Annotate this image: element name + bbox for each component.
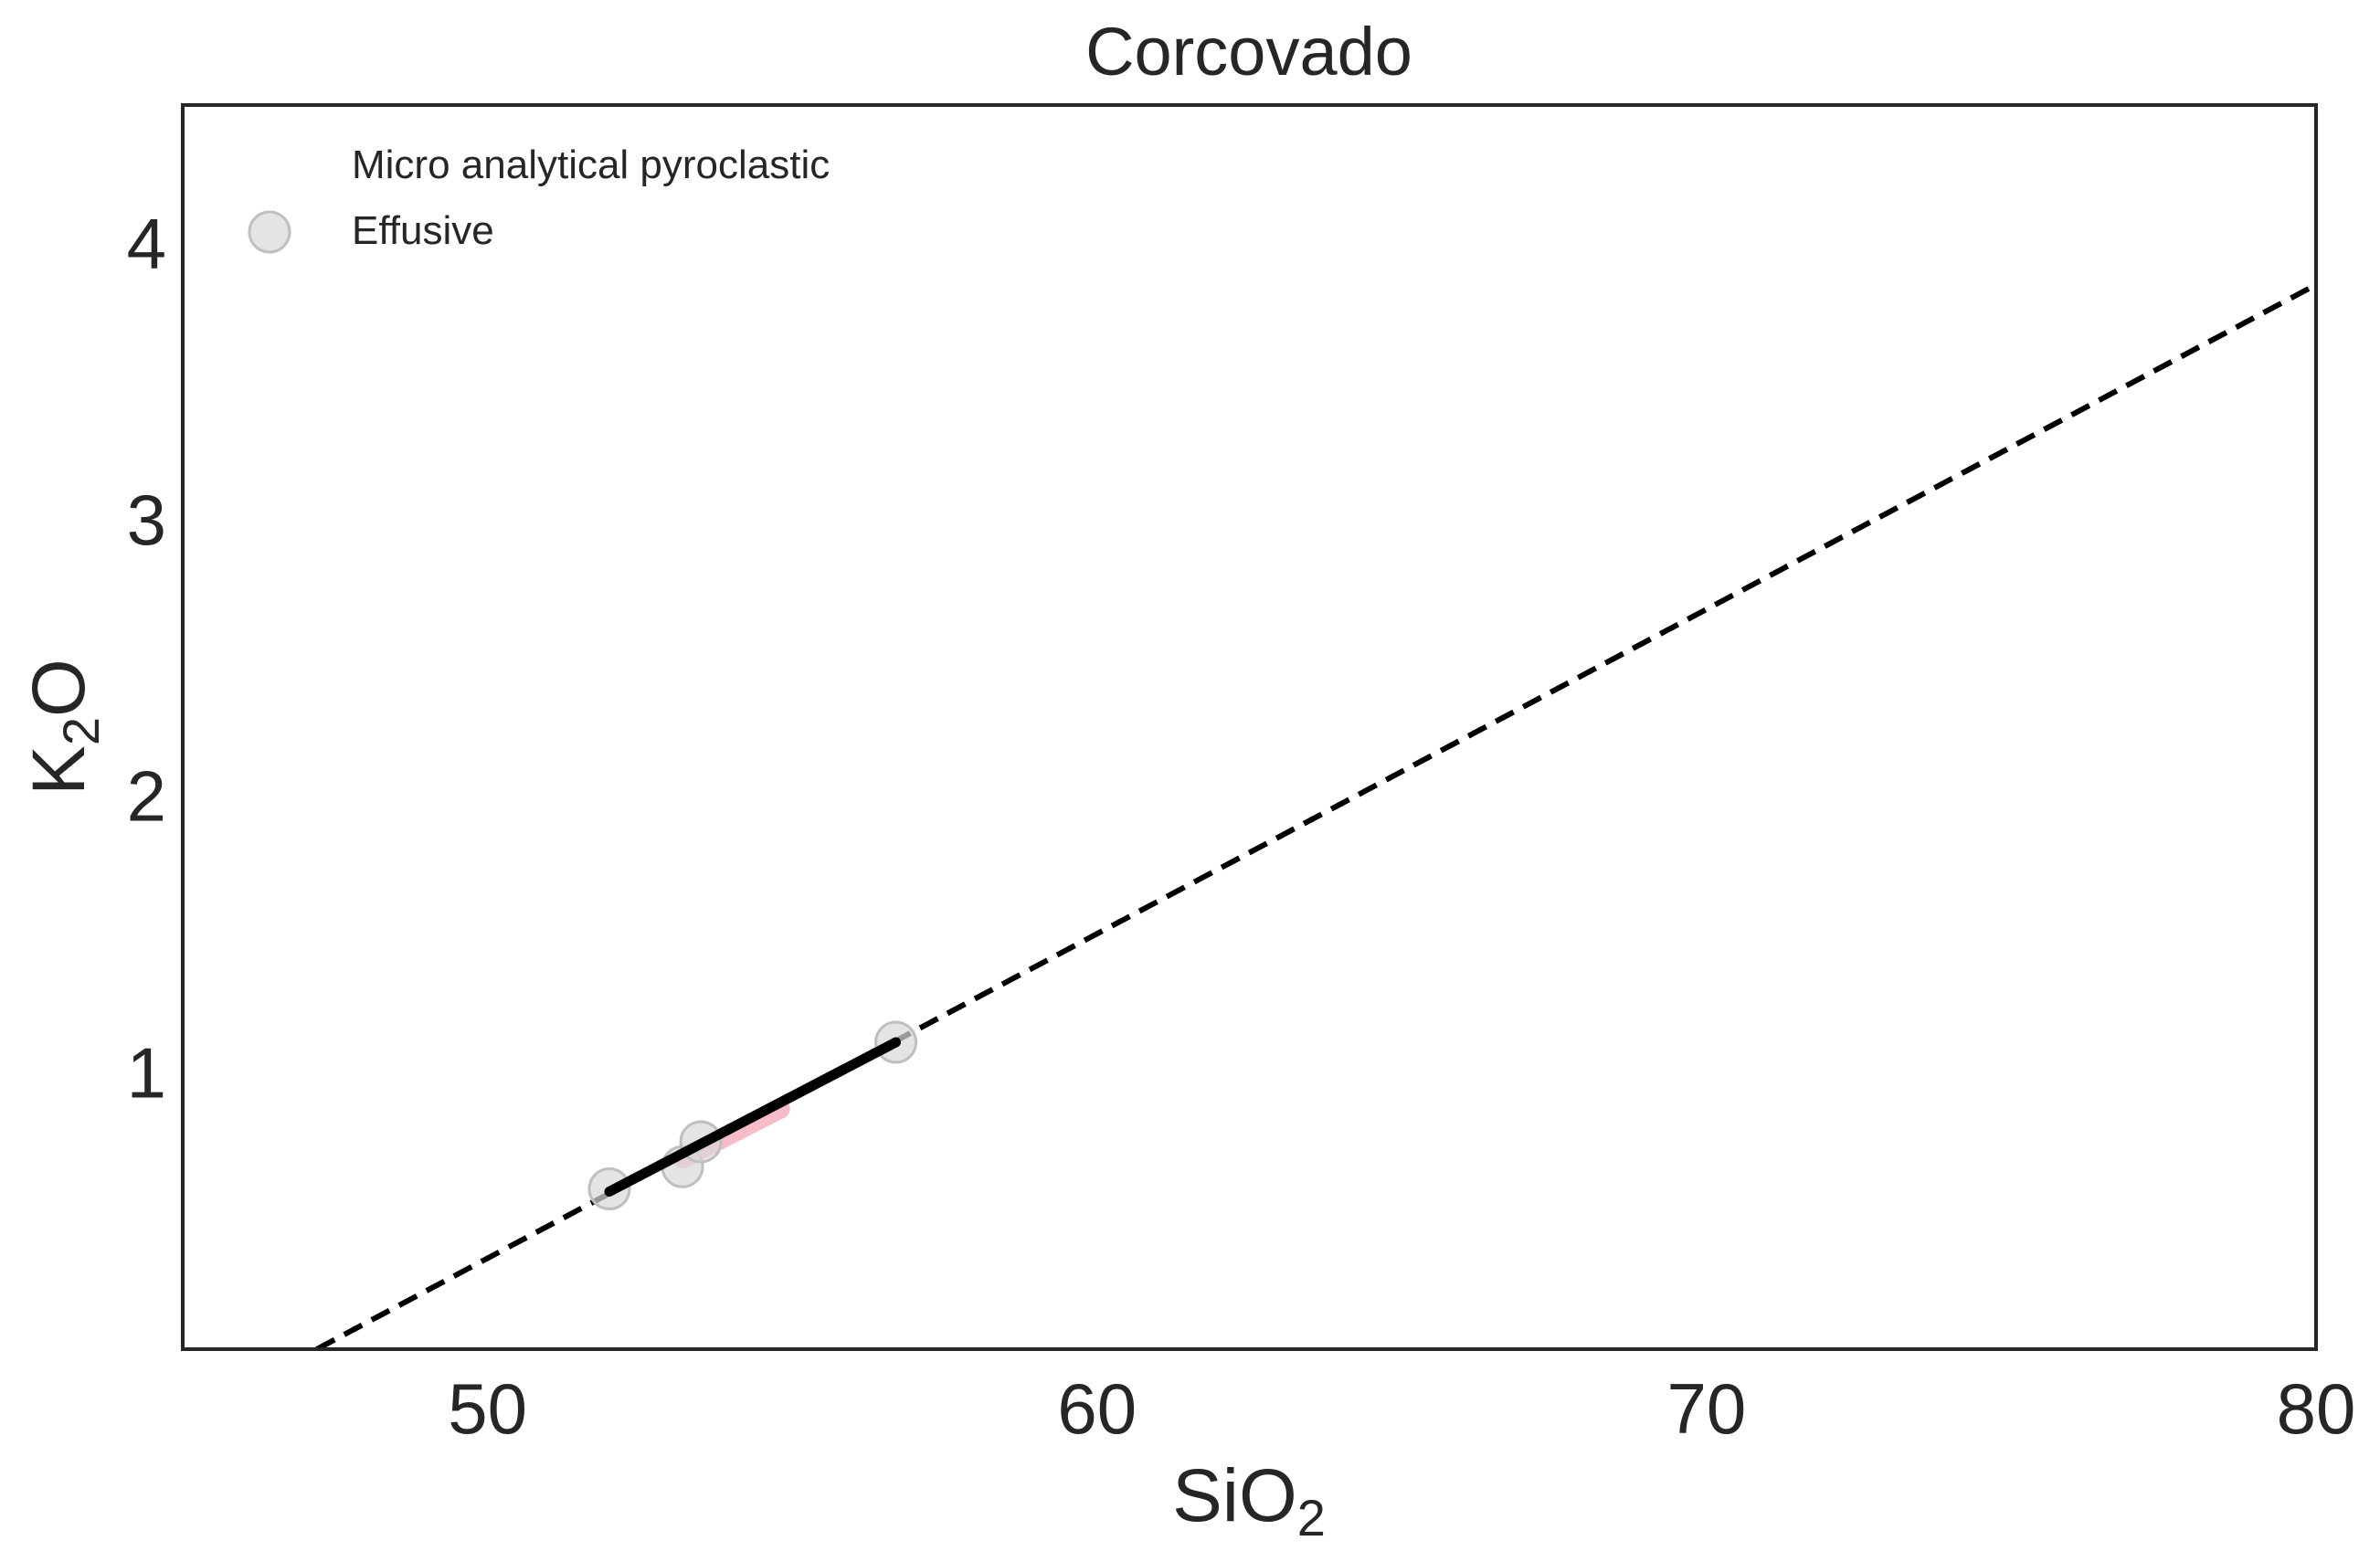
x-tick-label: 80: [2277, 1368, 2356, 1449]
y-tick-label: 2: [127, 756, 166, 837]
y-axis-label-subscript: 2: [52, 717, 110, 745]
y-axis-label: K2O: [17, 659, 110, 796]
chart-title: Corcovado: [1085, 14, 1412, 90]
y-tick-label: 1: [127, 1032, 166, 1113]
y-axis-label-rest: O: [17, 659, 100, 717]
x-tick-label: 50: [448, 1368, 527, 1449]
legend: Micro analytical pyroclastic Effusive: [248, 142, 830, 254]
y-axis-label-base: K: [17, 745, 100, 796]
legend-label-effusive: Effusive: [352, 208, 494, 253]
x-axis-label-subscript: 2: [1297, 1489, 1326, 1546]
y-tick-label: 3: [127, 480, 166, 560]
y-tick-label: 4: [127, 203, 166, 283]
plot-frame: [181, 103, 2318, 1351]
x-axis-label: SiO2: [1172, 1454, 1326, 1546]
x-tick-label: 70: [1666, 1368, 1746, 1449]
x-axis-label-base: SiO: [1172, 1454, 1297, 1537]
x-tick-label: 60: [1057, 1368, 1137, 1449]
axis-ticks: 50 60 70 80 1 2 3 4: [127, 203, 2356, 1449]
legend-marker-effusive: [248, 210, 291, 254]
legend-label-pyroclastic: Micro analytical pyroclastic: [352, 142, 830, 187]
plot-content: [315, 282, 2316, 1349]
solid-fit-line: [604, 1037, 902, 1197]
